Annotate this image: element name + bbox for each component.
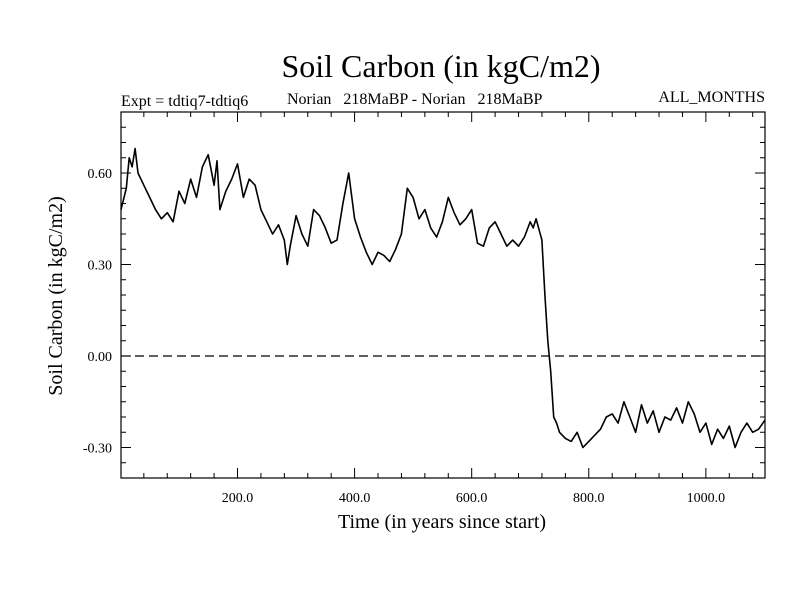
y-tick-label: 0.60 — [88, 167, 113, 182]
chart-title: Soil Carbon (in kgC/m2) — [281, 48, 600, 84]
series-line — [120, 147, 766, 449]
x-tick-label: 400.0 — [339, 491, 371, 506]
y-tick-label: 0.00 — [88, 350, 113, 365]
y-tick-label: -0.30 — [83, 442, 112, 457]
series-layer — [120, 147, 766, 449]
x-tick-label: 600.0 — [456, 491, 488, 506]
x-tick-label: 800.0 — [573, 491, 605, 506]
x-tick-label: 1000.0 — [687, 491, 726, 506]
y-ticks: -0.30 0.00 0.30 0.60 — [83, 126, 765, 464]
x-axis-label: Time (in years since start) — [338, 511, 546, 533]
chart-subtitle-center: Norian 218MaBP - Norian 218MaBP — [287, 91, 542, 108]
chart-subtitle-left: Expt = tdtiq7-tdtiq6 — [121, 93, 248, 110]
x-tick-label: 200.0 — [222, 491, 254, 506]
y-tick-label: 0.30 — [88, 259, 113, 274]
y-axis-label: Soil Carbon (in kgC/m2) — [45, 196, 67, 395]
chart-subtitle-right: ALL_MONTHS — [658, 89, 765, 106]
x-ticks: 200.0 400.0 600.0 800.0 1000.0 — [143, 112, 754, 506]
